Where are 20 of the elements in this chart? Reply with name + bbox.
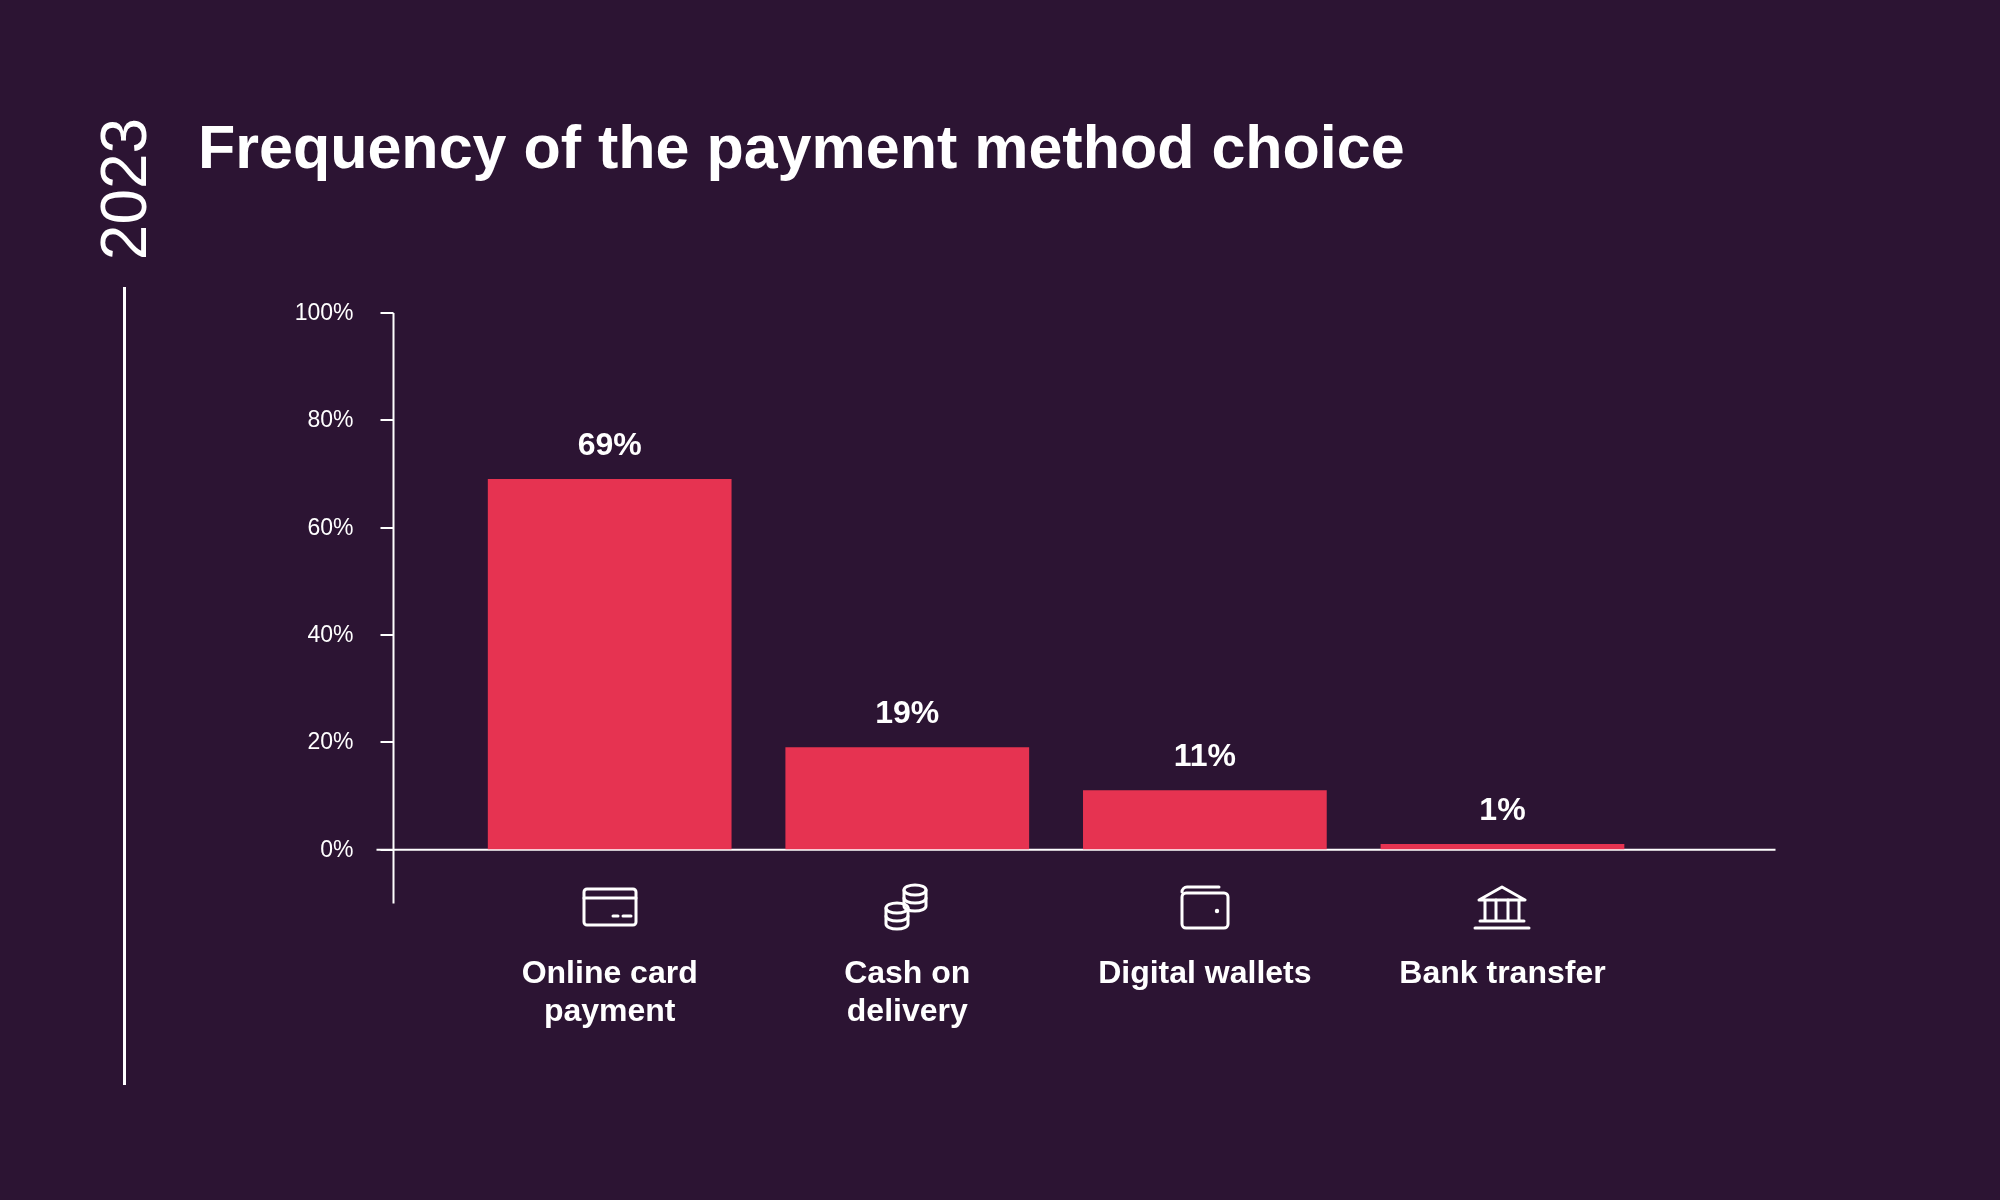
y-tick-label: 20%	[307, 728, 354, 755]
y-tick-label: 40%	[307, 621, 354, 648]
data-label: 69%	[577, 425, 642, 462]
x-tick-label: Bank transfer	[1399, 953, 1606, 990]
data-label: 11%	[1173, 737, 1237, 774]
text: 2023	[88, 117, 160, 261]
bar	[487, 478, 732, 850]
x-tick-label: Cash on delivery	[844, 953, 971, 1028]
y-tick-label: 80%	[307, 406, 354, 433]
bar	[1380, 843, 1625, 850]
bar	[785, 747, 1030, 850]
y-tick-label: 0%	[320, 835, 354, 862]
data-label: 19%	[875, 694, 940, 731]
data-label: 1%	[1479, 790, 1526, 827]
bar	[1083, 790, 1327, 850]
x-tick-label: Digital wallets	[1098, 953, 1312, 990]
y-tick-label: 60%	[307, 513, 354, 540]
chart-title: Frequency of the payment method choice	[198, 112, 1405, 181]
x-tick-label: Online card payment	[521, 953, 698, 1028]
y-tick-label: 100%	[294, 299, 354, 325]
